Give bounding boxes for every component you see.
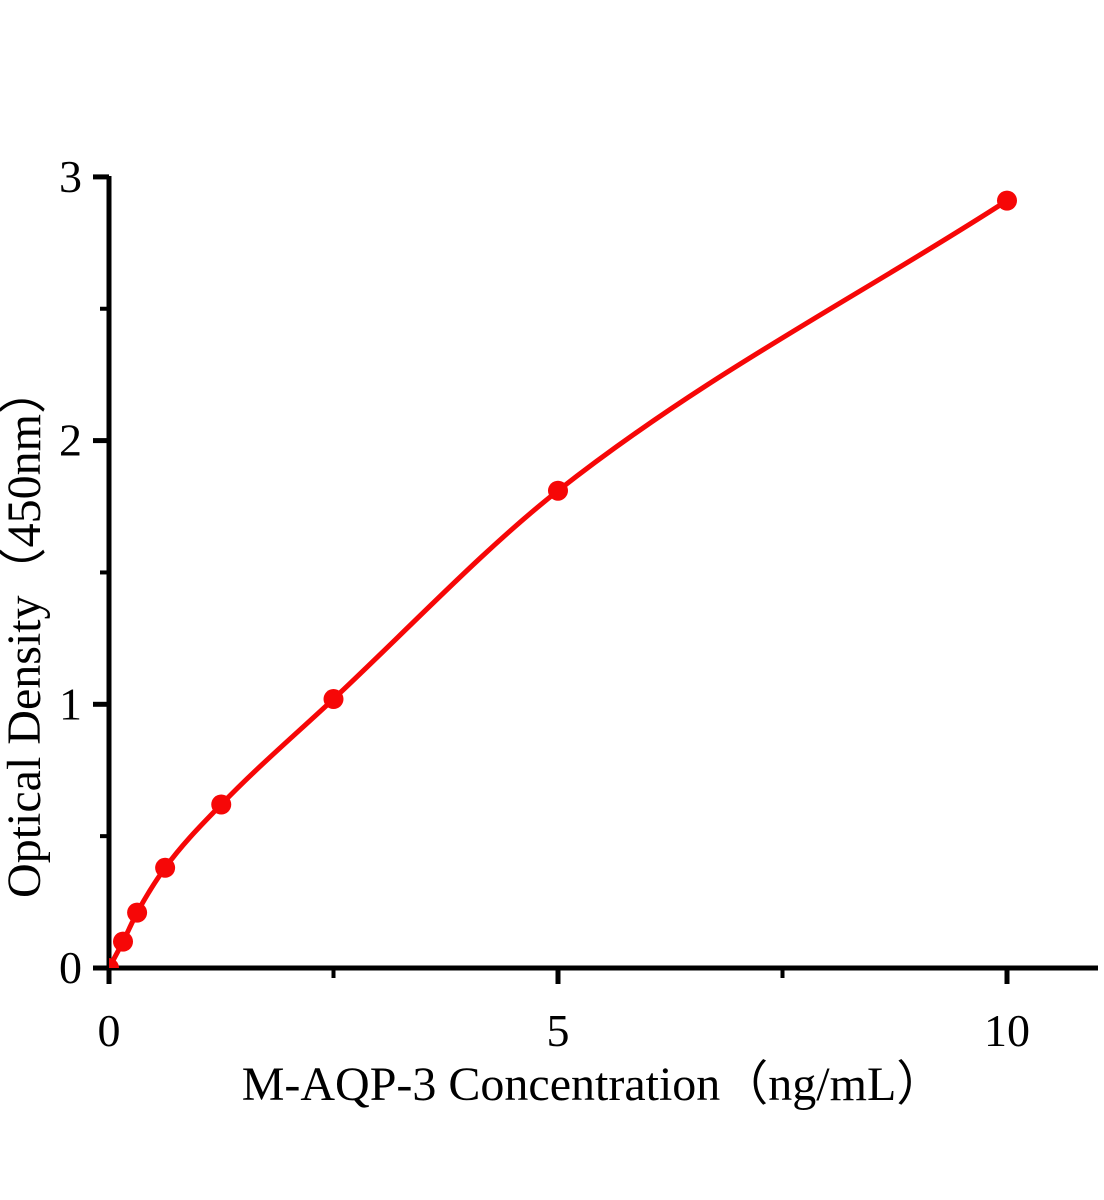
standard-curve-line (109, 198, 1010, 968)
x-axis: 0 5 10 (98, 965, 1098, 1056)
y-tick-label: 3 (59, 151, 82, 202)
data-point (323, 689, 344, 710)
data-point (155, 857, 176, 878)
y-axis-tick-labels: 0 1 2 3 (59, 151, 82, 993)
x-axis-tick-labels: 0 5 10 (98, 1005, 1031, 1056)
data-point (127, 902, 148, 923)
y-axis-ticks (93, 174, 109, 971)
y-tick-label: 1 (59, 678, 82, 729)
data-point (997, 190, 1017, 211)
plot-area (109, 190, 1017, 968)
x-axis-title: M-AQP-3 Concentration（ng/mL） (242, 1058, 945, 1111)
y-axis: 0 1 2 3 (59, 151, 112, 993)
data-point (548, 480, 568, 501)
x-tick-label: 5 (547, 1005, 570, 1056)
x-tick-label: 0 (98, 1005, 121, 1056)
data-point (211, 794, 232, 815)
x-axis-ticks (106, 968, 1010, 984)
data-points (109, 190, 1017, 968)
x-tick-label: 10 (984, 1005, 1030, 1056)
y-tick-label: 2 (59, 415, 82, 466)
data-point (113, 931, 134, 952)
data-point (109, 958, 119, 968)
y-tick-label: 0 (59, 942, 82, 993)
y-axis-title: Optical Density（450nm） (0, 366, 51, 898)
